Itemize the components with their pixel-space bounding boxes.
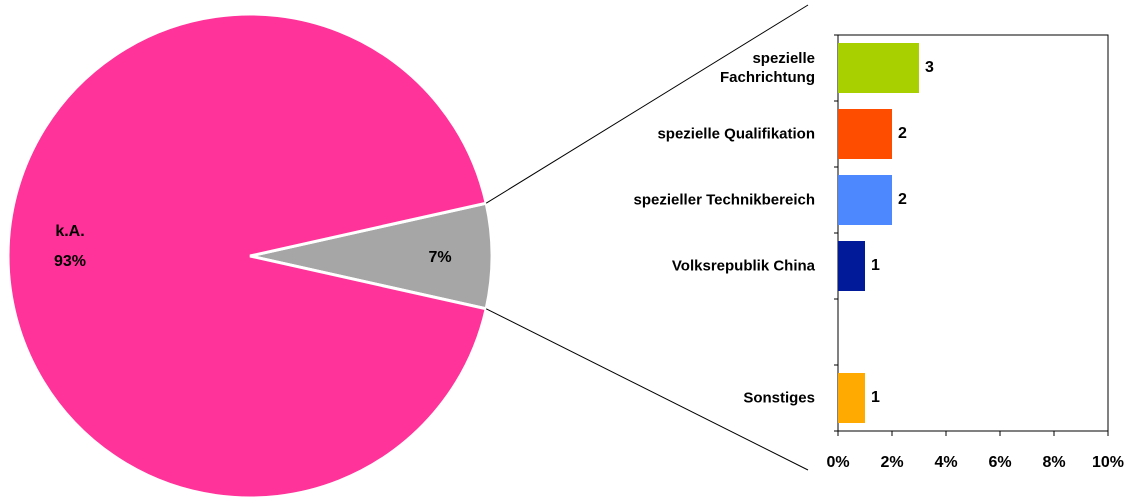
y-tick-label: spezieller Technikbereich	[633, 191, 815, 209]
x-tick-label: 4%	[934, 454, 957, 471]
bar-value-label: 2	[898, 125, 907, 142]
x-tick-label: 10%	[1092, 454, 1124, 471]
pie-value-label: 93%	[54, 253, 86, 270]
connector	[485, 308, 809, 471]
x-tick-label: 8%	[1042, 454, 1065, 471]
bar-value-label: 2	[898, 191, 907, 208]
bar-value-label: 1	[871, 257, 880, 274]
y-tick-label: Sonstiges	[743, 389, 815, 407]
pie-slice	[249, 201, 494, 311]
x-tick-label: 0%	[826, 454, 849, 471]
pie-slice	[6, 12, 488, 497]
connector	[485, 4, 809, 204]
pie-category-label: k.A.	[55, 223, 84, 240]
bar	[838, 175, 892, 225]
x-tick-label: 2%	[880, 454, 903, 471]
bar	[838, 109, 892, 159]
bar-value-label: 1	[871, 389, 880, 406]
plot-area	[837, 34, 1109, 432]
y-tick-label: spezielle Qualifikation	[657, 125, 815, 143]
bar-value-label: 3	[925, 59, 934, 76]
x-tick-label: 6%	[988, 454, 1011, 471]
bar	[838, 241, 865, 291]
bar	[838, 43, 919, 93]
y-tick-label: Volksrepublik China	[671, 257, 815, 275]
bar	[838, 373, 865, 423]
y-tick-label: spezielle Fachrichtung	[719, 50, 815, 86]
pie-value-label: 7%	[428, 249, 451, 266]
